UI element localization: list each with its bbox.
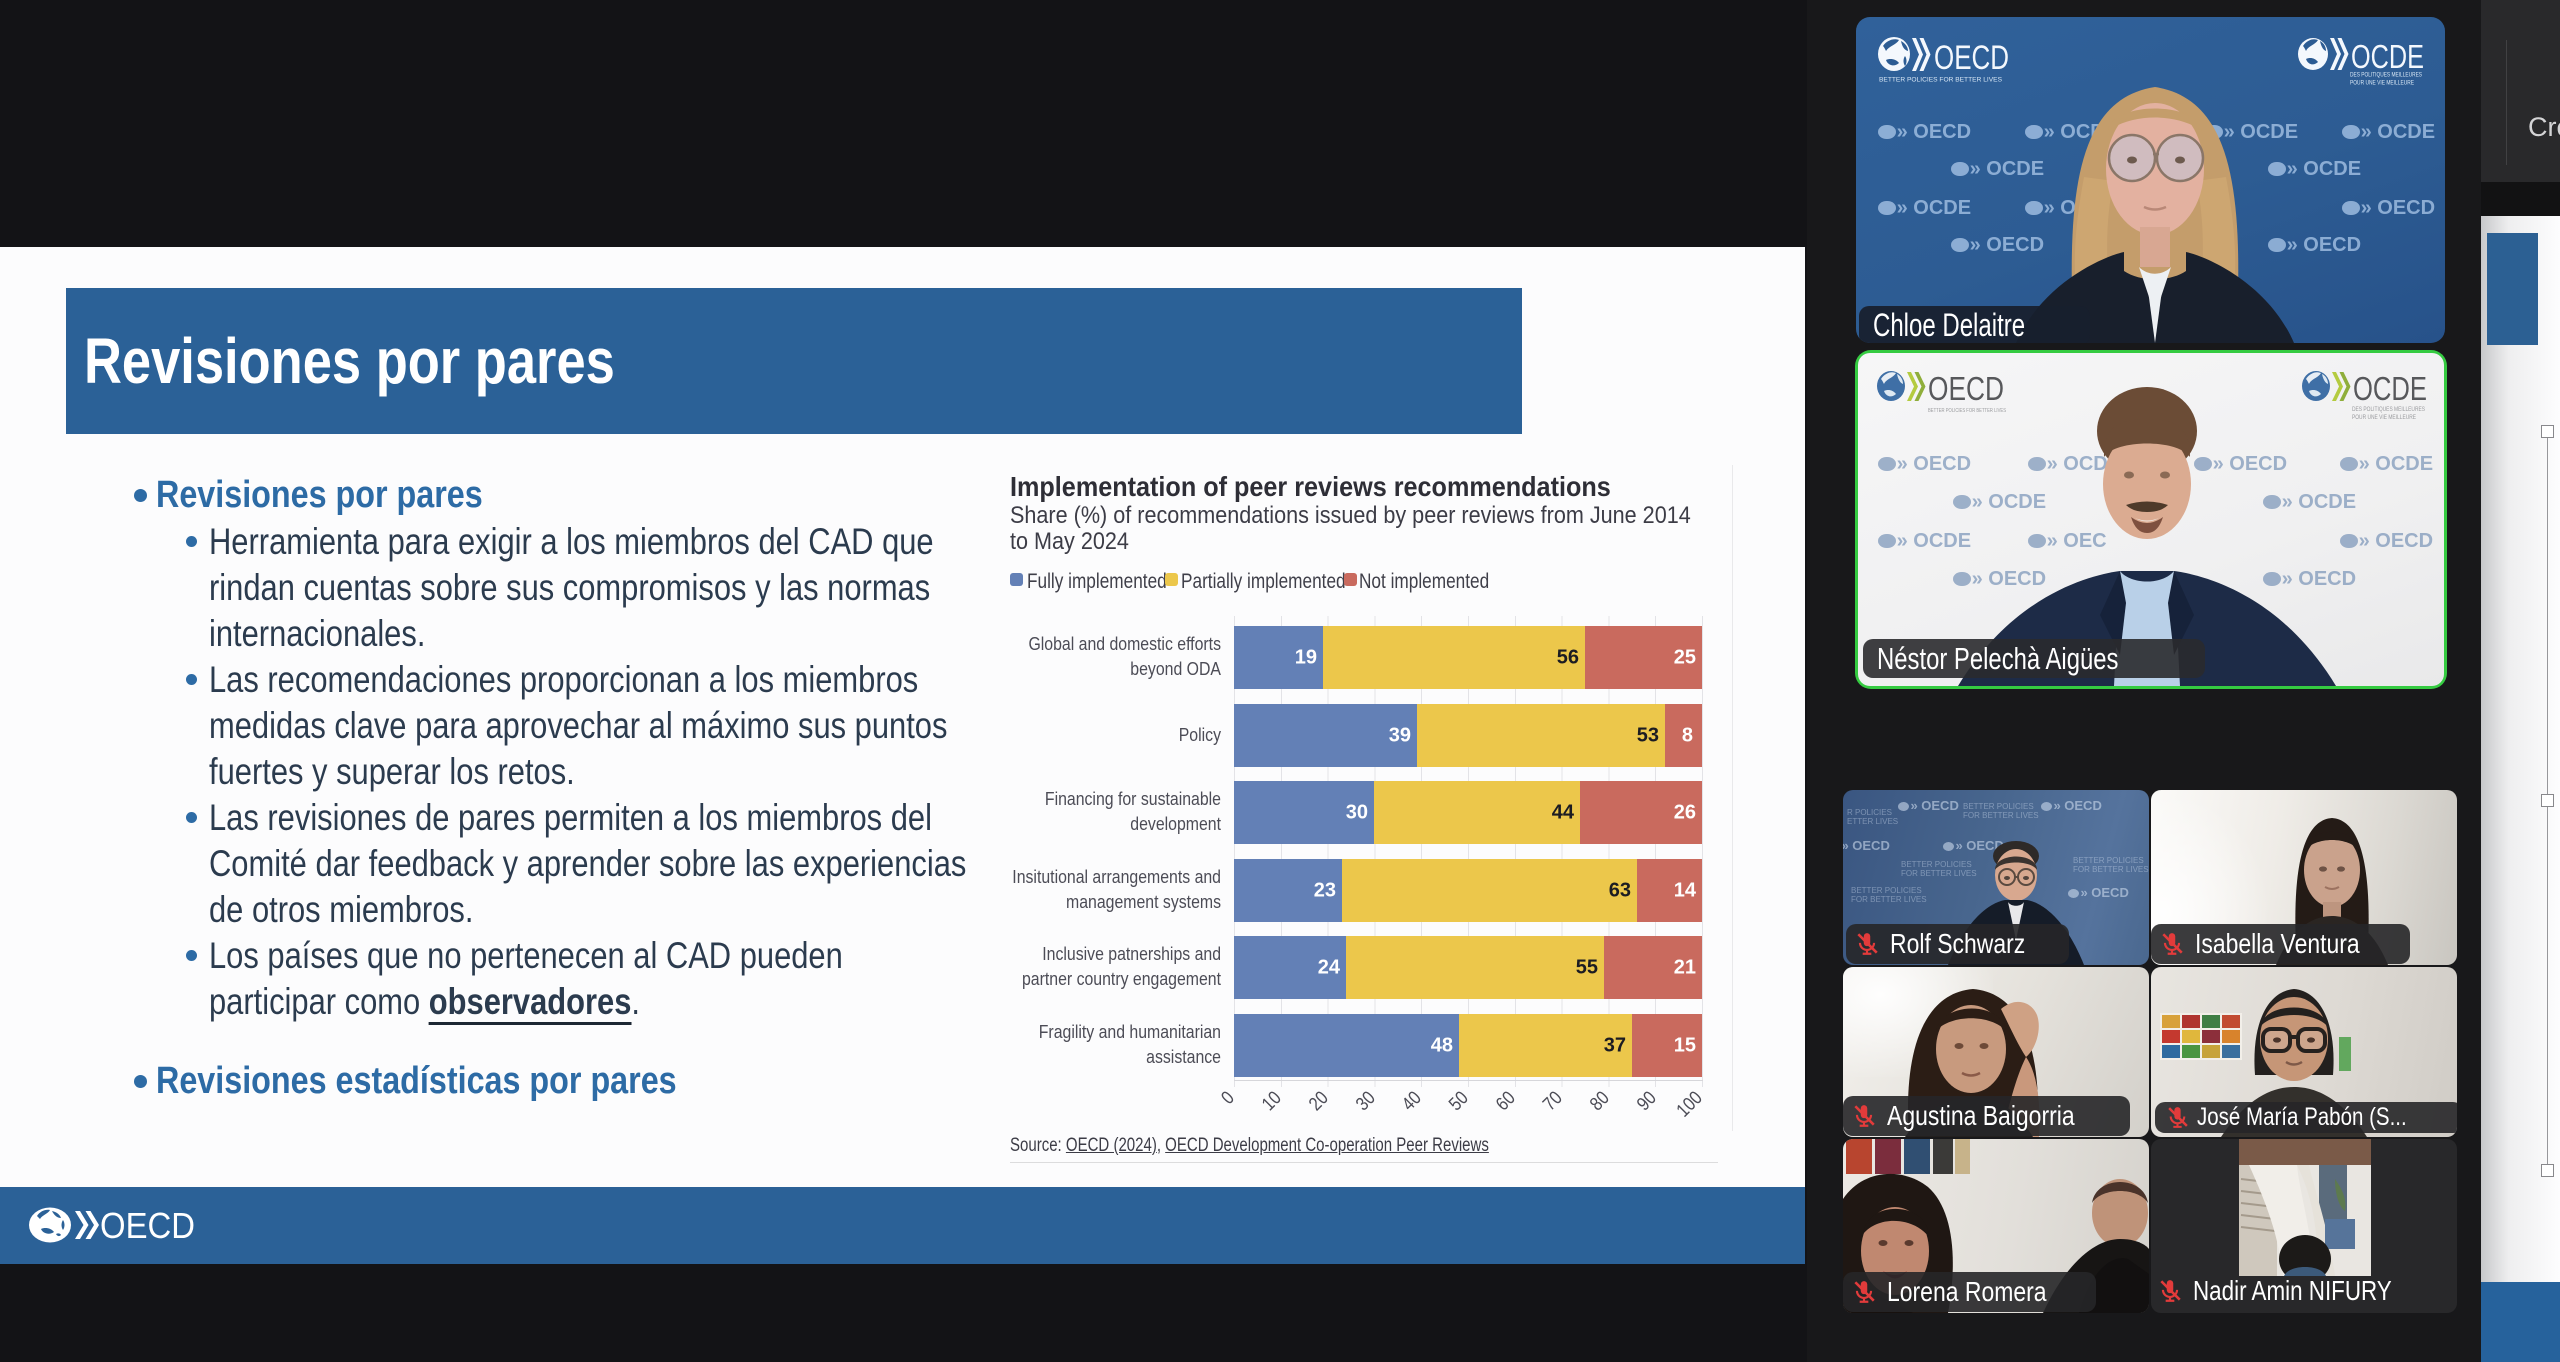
svg-text:BETTER POLICIES FOR BETTER LIV: BETTER POLICIES FOR BETTER LIVES xyxy=(1879,77,2002,84)
svg-text:OECD: OECD xyxy=(1928,370,2004,407)
svg-text:OECD: OECD xyxy=(1934,39,2009,77)
svg-text:DES POLITIQUES MEILLEURES: DES POLITIQUES MEILLEURES xyxy=(2350,72,2422,79)
svg-text:BETTER POLICIES FOR BETTER LIV: BETTER POLICIES FOR BETTER LIVES xyxy=(1928,408,2006,414)
svg-text:OCDE: OCDE xyxy=(2351,38,2424,75)
svg-text:OCDE: OCDE xyxy=(2353,370,2427,407)
svg-text:POUR UNE VIE MEILLEURE: POUR UNE VIE MEILLEURE xyxy=(2352,415,2416,421)
svg-text:POUR UNE VIE MEILLEURE: POUR UNE VIE MEILLEURE xyxy=(2350,80,2414,87)
svg-text:OECD: OECD xyxy=(100,1205,195,1246)
svg-text:DES POLITIQUES MEILLEURES: DES POLITIQUES MEILLEURES xyxy=(2352,407,2425,413)
